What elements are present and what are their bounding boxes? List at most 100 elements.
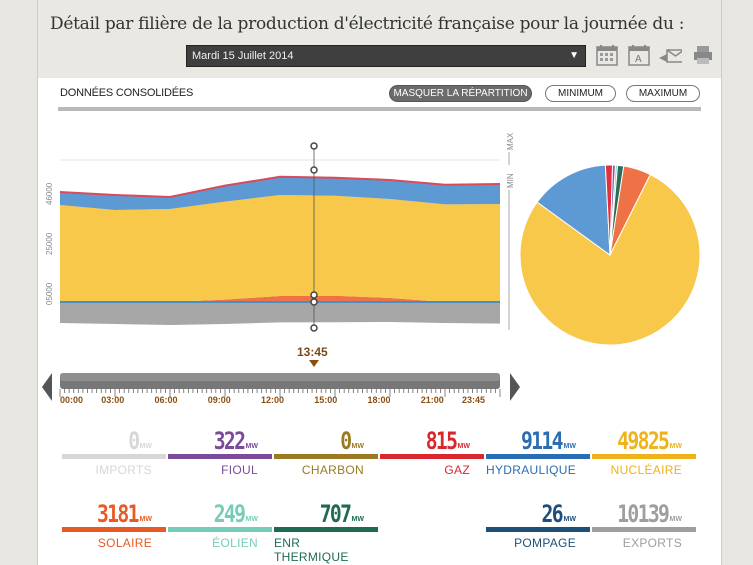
stat-value: 9114 [521, 427, 563, 455]
stat-value: 249 [213, 500, 245, 528]
dropdown-arrow-icon: ▼ [569, 50, 579, 61]
stat-unit: MW [563, 443, 576, 450]
stat-value: 707 [319, 500, 351, 528]
x-tick-label: 18:00 [367, 395, 391, 405]
stat-unit: MW [139, 516, 152, 523]
stat-value: 815 [425, 427, 457, 455]
stat-solaire[interactable]: 3181 MW SOLAIRE [62, 500, 166, 560]
x-tick-label: 21:00 [420, 395, 444, 405]
stat-name: FIOUL [221, 463, 258, 477]
max-label: MAX [506, 132, 515, 150]
stat-name: SOLAIRE [97, 536, 152, 550]
pie-slice-hydraulique [536, 164, 611, 257]
stat-bar [486, 527, 590, 532]
stat-bar [168, 454, 272, 459]
stat-imports[interactable]: 0 MW IMPORTS [62, 427, 166, 487]
production-area-chart[interactable]: 46000 25000 05000 MAX MIN [40, 120, 525, 345]
data-type-label: DONNÉES CONSOLIDÉES [60, 87, 194, 99]
area-nucléaire [60, 195, 500, 302]
area-exports [60, 302, 500, 325]
mask-distribution-button[interactable]: MASQUER LA RÉPARTITION [389, 85, 532, 102]
stat-unit: MW [139, 443, 152, 450]
stat-unit: MW [245, 443, 258, 450]
stat-unit: MW [351, 516, 364, 523]
stat-bar [380, 454, 484, 459]
cursor-pointer-icon [309, 360, 319, 367]
cursor-marker-1 [310, 166, 318, 174]
stat-fioul[interactable]: 322 MW FIOUL [168, 427, 272, 487]
separator-bar [58, 107, 701, 111]
stat-value: 26 [541, 500, 564, 528]
print-icon[interactable] [692, 43, 716, 67]
stat-gaz[interactable]: 815 MW GAZ [380, 427, 484, 487]
stat-pompage[interactable]: 26 MW POMPAGE [486, 500, 590, 560]
stat-bar [62, 527, 166, 532]
stat-unit: MW [457, 443, 470, 450]
cursor-marker-0 [310, 142, 318, 150]
stat-eolien[interactable]: 249 MW ÉOLIEN [168, 500, 272, 560]
distribution-pie-chart [519, 164, 701, 346]
minimum-button[interactable]: MINIMUM [545, 85, 616, 102]
x-tick-label: 12:00 [261, 395, 285, 405]
next-day-arrow-icon[interactable] [510, 373, 520, 401]
min-label: MIN [506, 173, 515, 188]
maximum-button[interactable]: MAXIMUM [626, 85, 700, 102]
area-hydraulique [60, 176, 500, 210]
cursor-marker-2 [310, 291, 318, 299]
x-tick-label: 09:00 [207, 395, 231, 405]
area-solaire [60, 295, 500, 302]
cursor-marker-3 [310, 298, 318, 306]
stat-unit: MW [351, 443, 364, 450]
date-value: Mardi 15 Juillet 2014 [192, 50, 294, 62]
stat-value: 10139 [616, 500, 670, 528]
y-tick-46000: 46000 [45, 182, 54, 205]
stat-nucleaire[interactable]: 49825 MW NUCLÉAIRE [592, 427, 696, 487]
stat-charbon[interactable]: 0 MW CHARBON [274, 427, 378, 487]
x-tick-label: 03:00 [101, 395, 125, 405]
stat-unit: MW [563, 516, 576, 523]
stat-name: ENR THERMIQUE [274, 536, 349, 564]
calendar-a-icon[interactable]: A [627, 43, 651, 67]
stat-bar [62, 454, 166, 459]
prev-day-arrow-icon[interactable] [42, 373, 52, 401]
x-tick-label: 23:45 [462, 395, 486, 405]
stat-value: 322 [213, 427, 245, 455]
stat-bar [274, 454, 378, 459]
y-tick-05000: 05000 [45, 282, 54, 305]
stat-exports[interactable]: 10139 MW EXPORTS [592, 500, 696, 560]
stat-value: 0 [127, 427, 140, 455]
pie-slice-nucléaire [519, 173, 701, 346]
pie-slice-fioul [609, 164, 616, 256]
stat-bar [592, 454, 696, 459]
calendar-icon[interactable] [595, 43, 619, 67]
stat-value: 0 [339, 427, 352, 455]
stat-name: CHARBON [301, 463, 364, 477]
stat-value: 3181 [97, 500, 139, 528]
svg-text:A: A [635, 54, 642, 65]
stat-bar [168, 527, 272, 532]
date-select[interactable]: Mardi 15 Juillet 2014 ▼ [186, 45, 586, 67]
stat-bar [274, 527, 378, 532]
stat-name: IMPORTS [95, 463, 152, 477]
page-title: Détail par filière de la production d'él… [50, 14, 685, 34]
send-icon[interactable] [658, 43, 682, 67]
timeline-slider[interactable] [42, 370, 520, 404]
x-tick-label: 15:00 [314, 395, 338, 405]
stat-unit: MW [669, 516, 682, 523]
x-tick-label: 06:00 [154, 395, 178, 405]
stat-name: NUCLÉAIRE [610, 463, 682, 477]
stat-name: EXPORTS [622, 536, 682, 550]
stat-unit: MW [245, 516, 258, 523]
stat-hydraulique[interactable]: 9114 MW HYDRAULIQUE [486, 427, 590, 487]
y-tick-25000: 25000 [45, 232, 54, 255]
cursor-marker-4 [310, 324, 318, 332]
stat-bar [592, 527, 696, 532]
stat-unit: MW [669, 443, 682, 450]
stat-value: 49825 [616, 427, 670, 455]
stat-name: ÉOLIEN [212, 536, 258, 550]
stat-bar [486, 454, 590, 459]
stat-enr_thermique[interactable]: 707 MW ENR THERMIQUE [274, 500, 378, 564]
stat-name: GAZ [444, 463, 470, 477]
x-tick-label: 00:00 [60, 395, 84, 405]
stat-name: HYDRAULIQUE [486, 463, 576, 477]
